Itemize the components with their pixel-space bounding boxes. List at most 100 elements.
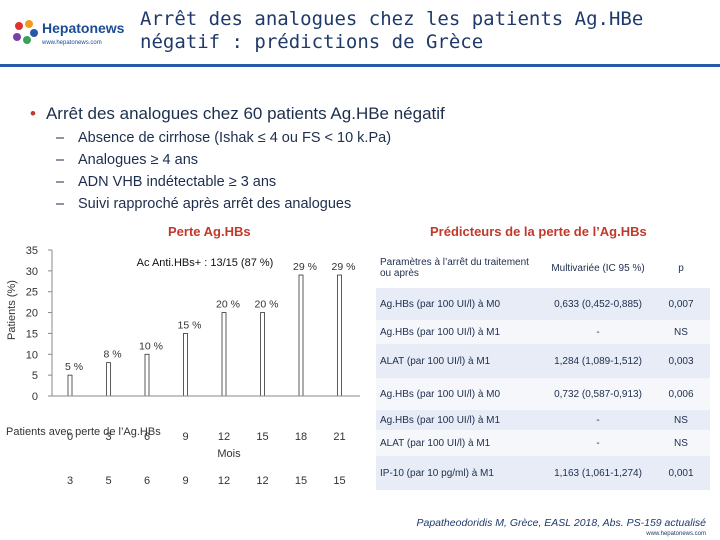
table-row: ALAT (par 100 UI/l) à M1 1,284 (1,089-1,5… bbox=[376, 344, 710, 378]
at-risk-value: 15 bbox=[333, 475, 345, 487]
sub-bullet-text: Analogues ≥ 4 ans bbox=[78, 152, 199, 168]
bar-value-label: 20 % bbox=[255, 299, 279, 311]
bar bbox=[260, 312, 265, 397]
table-cell: Ag.HBs (par 100 UI/l) à M0 bbox=[376, 378, 544, 410]
chart-section-title: Perte Ag.HBs bbox=[168, 224, 251, 239]
citation: Papatheodoridis M, Grèce, EASL 2018, Abs… bbox=[416, 517, 706, 529]
chart-annotation: Ac Anti.HBs+ : 13/15 (87 %) bbox=[137, 257, 274, 269]
dash-icon: – bbox=[56, 130, 65, 146]
table-row: Ag.HBs (par 100 UI/l) à M1- NS bbox=[376, 410, 710, 430]
table-header-row: Paramètres à l’arrêt du traitement ou ap… bbox=[376, 248, 710, 288]
bars: 5 % 8 % 10 % 15 % 20 % 20 % 29 % 29 % bbox=[65, 261, 356, 397]
at-risk-value: 9 bbox=[182, 475, 188, 487]
table-row: IP-10 (par 10 pg/ml) à M1 1,163 (1,061-1,… bbox=[376, 456, 710, 490]
bullet-dot-icon: • bbox=[30, 104, 36, 123]
y-tick-label: 25 bbox=[26, 287, 38, 299]
table-cell: 0,003 bbox=[652, 344, 710, 378]
bar bbox=[183, 333, 188, 397]
table-row: ALAT (par 100 UI/l) à M1- NS bbox=[376, 430, 710, 456]
table-cell: NS bbox=[652, 320, 710, 344]
x-tick-label: 9 bbox=[182, 431, 188, 443]
at-risk-value: 15 bbox=[295, 475, 307, 487]
sub-bullet-1: – Absence de cirrhose (Ishak ≤ 4 ou FS < … bbox=[56, 130, 391, 146]
x-axis: 0 3 6 9 12 15 18 21 bbox=[52, 395, 360, 443]
hepatonews-logo: Hepatonews www.hepatonews.com bbox=[10, 14, 130, 54]
y-tick-label: 10 bbox=[26, 349, 38, 361]
x-tick-label: 15 bbox=[256, 431, 268, 443]
table-cell: 0,001 bbox=[652, 456, 710, 490]
footer-url: www.hepatonews.com bbox=[646, 531, 706, 537]
x-tick-label: 21 bbox=[333, 431, 345, 443]
bar-value-label: 15 % bbox=[178, 319, 202, 331]
table-cell: 0,007 bbox=[652, 288, 710, 320]
table-row: Ag.HBs (par 100 UI/l) à M0 0,633 (0,452-0… bbox=[376, 288, 710, 320]
x-tick-label: 18 bbox=[295, 431, 307, 443]
bar bbox=[144, 353, 150, 397]
table-cell: ALAT (par 100 UI/l) à M1 bbox=[376, 344, 544, 378]
bar-value-label: 10 % bbox=[139, 340, 163, 352]
table-cell: - bbox=[544, 430, 652, 456]
at-risk-value: 12 bbox=[256, 475, 268, 487]
x-tick-label: 6 bbox=[144, 431, 150, 443]
table-cell: - bbox=[544, 320, 652, 344]
at-risk-value: 5 bbox=[105, 475, 111, 487]
logo-text: Hepatonews bbox=[42, 20, 125, 36]
predictors-table: Paramètres à l’arrêt du traitement ou ap… bbox=[376, 248, 710, 490]
table-cell: Ag.HBs (par 100 UI/l) à M1 bbox=[376, 410, 544, 430]
bar-value-label: 8 % bbox=[103, 349, 121, 361]
table-cell: 0,633 (0,452-0,885) bbox=[544, 288, 652, 320]
table-cell: Ag.HBs (par 100 UI/l) à M1 bbox=[376, 320, 544, 344]
x-tick-label: 0 bbox=[67, 431, 73, 443]
table-cell: 0,732 (0,587-0,913) bbox=[544, 378, 652, 410]
x-tick-label: 3 bbox=[105, 431, 111, 443]
at-risk-value: 12 bbox=[218, 475, 230, 487]
table-cell: IP-10 (par 10 pg/ml) à M1 bbox=[376, 456, 544, 490]
bullet-main-text: Arrêt des analogues chez 60 patients Ag.… bbox=[45, 104, 445, 123]
bar-value-label: 29 % bbox=[332, 261, 356, 273]
y-tick-label: 0 bbox=[32, 391, 38, 403]
table-header-cell: p bbox=[652, 248, 710, 288]
table-row: Ag.HBs (par 100 UI/l) à M0 0,732 (0,587-0… bbox=[376, 378, 710, 410]
table-cell: 1,163 (1,061-1,274) bbox=[544, 456, 652, 490]
dash-icon: – bbox=[56, 196, 65, 212]
table-row: Ag.HBs (par 100 UI/l) à M1- NS bbox=[376, 320, 710, 344]
title-divider bbox=[0, 64, 720, 67]
at-risk-row: 3 5 6 9 12 12 15 15 bbox=[67, 475, 346, 487]
bar-value-label: 20 % bbox=[216, 299, 240, 311]
sub-bullet-text: Suivi rapproché après arrêt des analogue… bbox=[78, 196, 352, 212]
table-header-cell: Multivariée (IC 95 %) bbox=[544, 248, 652, 288]
title-line-2: négatif : prédictions de Grèce bbox=[140, 31, 484, 53]
logo-mark-icon bbox=[13, 20, 38, 44]
title-line-1: Arrêt des analogues chez les patients Ag… bbox=[140, 8, 644, 30]
table-cell: NS bbox=[652, 430, 710, 456]
dash-icon: – bbox=[56, 152, 65, 168]
y-tick-label: 5 bbox=[32, 370, 38, 382]
dash-icon: – bbox=[56, 174, 65, 190]
at-risk-value: 3 bbox=[67, 475, 73, 487]
bar bbox=[67, 374, 73, 397]
at-risk-label: Patients avec perte de l’Ag.HBs bbox=[6, 426, 161, 438]
y-axis: 0 5 10 15 20 25 30 35 bbox=[26, 245, 53, 403]
table-cell: 1,284 (1,089-1,512) bbox=[544, 344, 652, 378]
sub-bullet-2: – Analogues ≥ 4 ans bbox=[56, 152, 198, 168]
table-cell: 0,006 bbox=[652, 378, 710, 410]
sub-bullet-4: – Suivi rapproché après arrêt des analogu… bbox=[56, 196, 351, 212]
bar-value-label: 5 % bbox=[65, 361, 83, 373]
at-risk-value: 6 bbox=[144, 475, 150, 487]
page-title: Arrêt des analogues chez les patients Ag… bbox=[140, 8, 710, 54]
bullet-main: • Arrêt des analogues chez 60 patients Ag… bbox=[30, 104, 445, 124]
table-cell: ALAT (par 100 UI/l) à M1 bbox=[376, 430, 544, 456]
x-tick-label: 12 bbox=[218, 431, 230, 443]
y-tick-label: 15 bbox=[26, 328, 38, 340]
table-section-title: Prédicteurs de la perte de l’Ag.HBs bbox=[430, 224, 647, 239]
table-cell: Ag.HBs (par 100 UI/l) à M0 bbox=[376, 288, 544, 320]
table-cell: NS bbox=[652, 410, 710, 430]
y-tick-label: 30 bbox=[26, 266, 38, 278]
bar bbox=[337, 274, 342, 397]
bar-value-label: 29 % bbox=[293, 261, 317, 273]
sub-bullet-3: – ADN VHB indétectable ≥ 3 ans bbox=[56, 174, 276, 190]
bar bbox=[106, 362, 111, 397]
sub-bullet-text: ADN VHB indétectable ≥ 3 ans bbox=[78, 174, 277, 190]
bar bbox=[298, 274, 304, 397]
